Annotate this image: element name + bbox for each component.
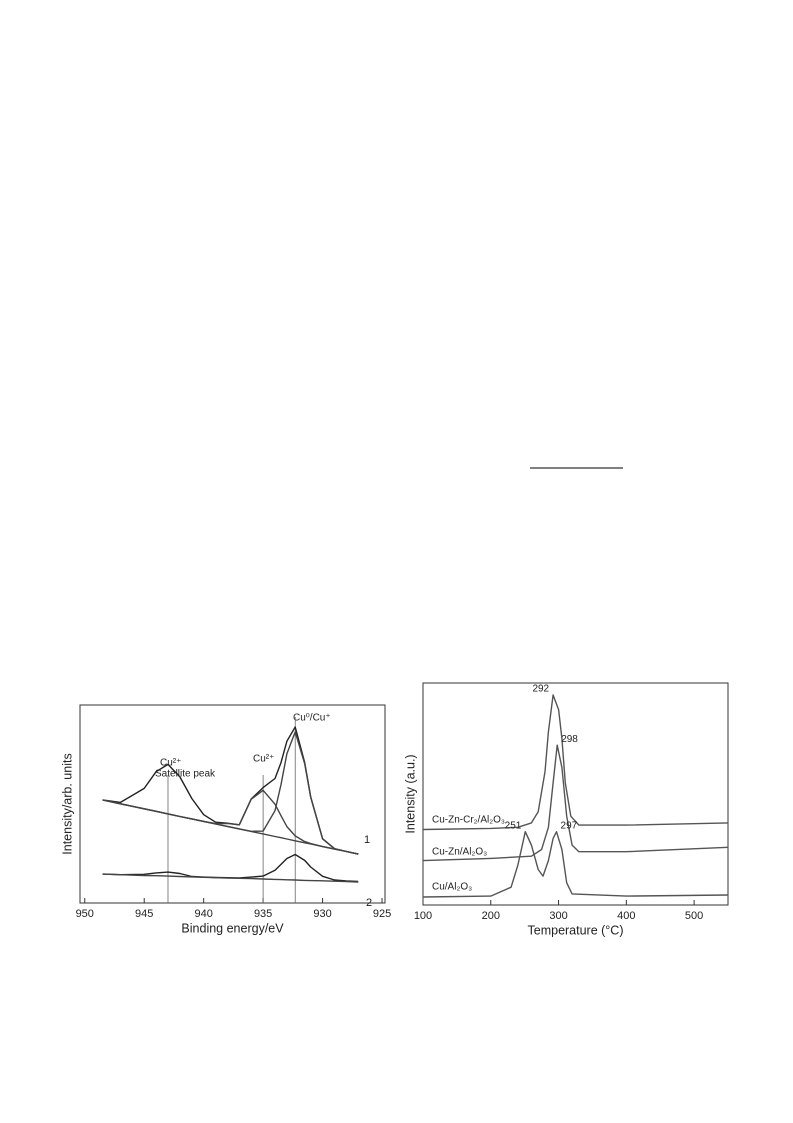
annotation: Cu⁰/Cu⁺ [293,713,331,724]
curve-label: Cu/Al₂O₃ [432,882,472,893]
series-line [102,853,359,883]
series-line [102,731,359,855]
annotation: Cu²⁺ [160,758,181,769]
series-line [422,831,729,898]
x-tick-label: 930 [313,908,331,920]
x-tick-label: 400 [617,910,635,922]
x-tick-label: 200 [482,910,500,922]
x-tick-label: 935 [254,908,272,920]
plot-frame [422,682,729,906]
series-line [102,726,359,855]
peak-label: 251 [505,820,522,831]
x-tick-label: 100 [414,910,432,922]
x-tick-label: 925 [373,908,391,920]
x-tick-label: 945 [135,908,153,920]
peak-label: 298 [561,734,578,745]
annotation: Satellite peak [155,769,216,780]
curve-label: 1 [364,834,370,846]
x-tick-label: 940 [194,908,212,920]
curve-label: Cu-Zn-Cr₂/Al₂O₃ [432,815,505,826]
series-line [422,744,729,862]
y-axis-title: Intensity (a.u.) [403,754,417,833]
series-line [102,789,359,855]
peak-label: 297 [561,820,578,831]
series-line [102,873,359,883]
x-tick-label: 950 [76,908,94,920]
x-axis-title: Temperature (°C) [528,923,624,937]
x-tick-label: 500 [685,910,703,922]
plot-frame [79,704,386,904]
x-axis-title: Binding energy/eV [181,921,284,935]
y-axis-title: Intensity/arb. units [60,753,74,854]
x-tick-label: 300 [549,910,567,922]
series-line [422,694,729,831]
peak-label: 292 [532,684,549,695]
curve-label: Cu-Zn/Al₂O₃ [432,847,487,858]
annotation: Cu²⁺ [253,754,274,765]
